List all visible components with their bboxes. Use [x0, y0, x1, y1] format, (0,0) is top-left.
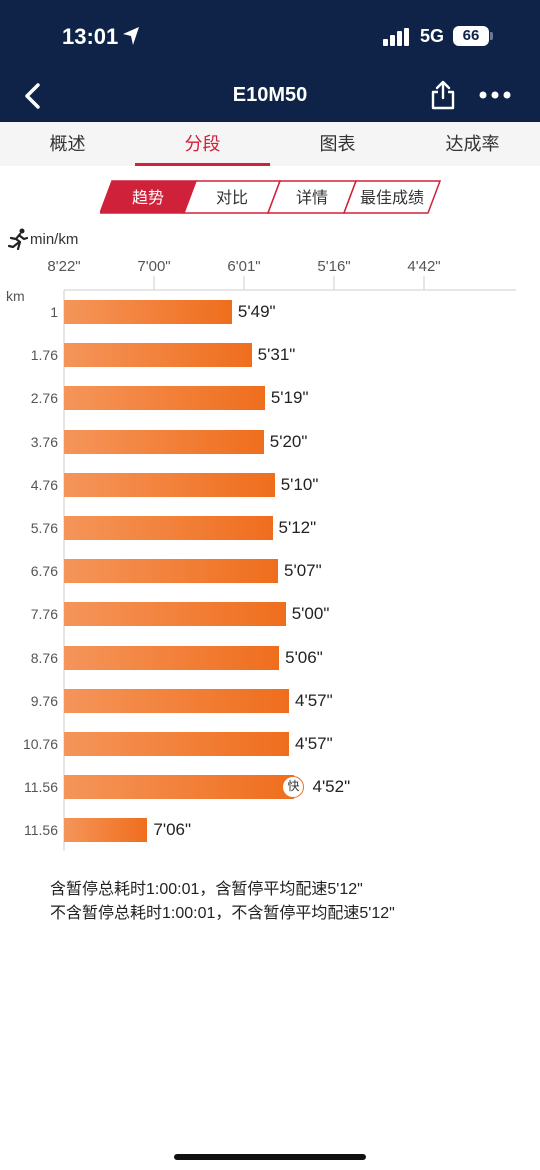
pace-value-label: 4'52" [312, 777, 351, 797]
pace-bar[interactable] [64, 602, 286, 627]
pace-bar[interactable] [64, 645, 280, 670]
row-km-label: 11.56 [24, 822, 58, 839]
x-tick-label: 4'42" [407, 258, 441, 275]
pace-value-label: 5'12" [278, 518, 317, 537]
pace-bar-chart: 1 5'49" 1.76 5'31" 2.76 5'19" 3.76 5'20" 4.76 5'1… [0, 276, 540, 856]
pace-bar[interactable] [64, 472, 275, 497]
row-km-label: 1 [50, 304, 58, 320]
row-km-label: 3.76 [30, 433, 58, 450]
fastest-badge: 快 [282, 776, 305, 799]
row-km-label: 2.76 [30, 390, 58, 407]
x-tick-label: 7'00" [137, 258, 171, 275]
network-type: 5G [420, 26, 445, 46]
pace-value-label: 5'20" [269, 431, 308, 451]
back-chevron-icon[interactable] [22, 82, 44, 110]
page-title: E10M50 [232, 84, 308, 106]
segment-trend-label: 趋势 [132, 188, 164, 207]
pace-bar[interactable] [64, 775, 295, 800]
cellular-signal-icon [383, 28, 409, 46]
home-indicator [174, 1154, 366, 1160]
tab-charts[interactable]: 图表 [319, 134, 356, 154]
row-km-label: 11.56 [24, 779, 58, 796]
pace-value-label: 5'07" [284, 561, 322, 581]
pace-unit-label: min/km [30, 231, 79, 248]
tab-segments[interactable]: 分段 [184, 134, 221, 154]
pace-bar[interactable] [64, 559, 279, 584]
row-km-label: 10.76 [22, 736, 58, 752]
segment-control: 趋势 对比 详情 最佳成绩 [100, 180, 442, 214]
location-arrow-icon [123, 27, 139, 45]
active-tab-indicator [135, 163, 270, 166]
pace-summary: 含暂停总耗时1:00:01，含暂停平均配速5'12" 不含暂停总耗时1:00:0… [50, 878, 395, 926]
tab-overview[interactable]: 概述 [49, 134, 86, 154]
x-tick-label: 5'16" [317, 258, 351, 275]
runner-icon [8, 228, 28, 250]
row-km-label: 1.76 [30, 347, 58, 364]
pace-bar[interactable] [64, 818, 148, 843]
pace-value-label: 5'19" [270, 388, 309, 408]
pace-bar[interactable] [64, 516, 273, 540]
segment-trend[interactable]: 趋势 [100, 180, 198, 214]
pace-value-label: 5'49" [237, 302, 276, 321]
row-km-label: 4.76 [30, 476, 58, 493]
share-icon[interactable] [430, 80, 456, 110]
x-tick-label: 6'01" [227, 258, 261, 275]
row-km-label: 7.76 [30, 606, 58, 623]
row-km-label: 9.76 [30, 692, 58, 709]
battery-icon: 66 [453, 26, 489, 46]
tab-achievement[interactable]: 达成率 [445, 134, 500, 154]
battery-cap [490, 32, 493, 40]
pace-value-label: 5'31" [257, 345, 296, 365]
km-axis-label: km [6, 288, 25, 304]
pace-bar[interactable] [64, 688, 289, 713]
summary-line-without-pause: 不含暂停总耗时1:00:01，不含暂停平均配速5'12" [50, 905, 395, 922]
pace-bar[interactable] [64, 343, 252, 368]
x-tick-label: 8'22" [47, 258, 81, 275]
more-icon[interactable] [478, 90, 512, 100]
pace-value-label: 5'00" [291, 604, 330, 624]
pace-value-label: 4'57" [295, 690, 333, 710]
segment-best[interactable]: 最佳成绩 [342, 180, 442, 214]
tab-bar: 概述 分段 图表 达成率 [0, 122, 540, 166]
row-km-label: 6.76 [30, 563, 58, 580]
row-km-label: 8.76 [30, 649, 58, 666]
pace-value-label: 5'06" [285, 647, 323, 667]
segment-details[interactable]: 详情 [266, 180, 358, 214]
segment-compare-label: 对比 [216, 188, 248, 207]
pace-bar[interactable] [64, 386, 265, 411]
summary-line-with-pause: 含暂停总耗时1:00:01，含暂停平均配速5'12" [50, 881, 363, 898]
pace-value-label: 5'10" [280, 474, 319, 494]
pace-bar[interactable] [64, 300, 232, 324]
status-time: 13:01 [62, 24, 119, 49]
row-km-label: 5.76 [30, 520, 58, 536]
pace-value-label: 7'06" [153, 820, 192, 840]
segment-compare[interactable]: 对比 [182, 180, 282, 214]
pace-bar[interactable] [64, 732, 289, 756]
pace-bar[interactable] [64, 429, 264, 454]
segment-best-label: 最佳成绩 [360, 188, 424, 207]
segment-details-label: 详情 [296, 188, 328, 207]
app-header: 13:01 5G 66 E10M50 [0, 0, 540, 122]
pace-value-label: 4'57" [295, 734, 333, 753]
